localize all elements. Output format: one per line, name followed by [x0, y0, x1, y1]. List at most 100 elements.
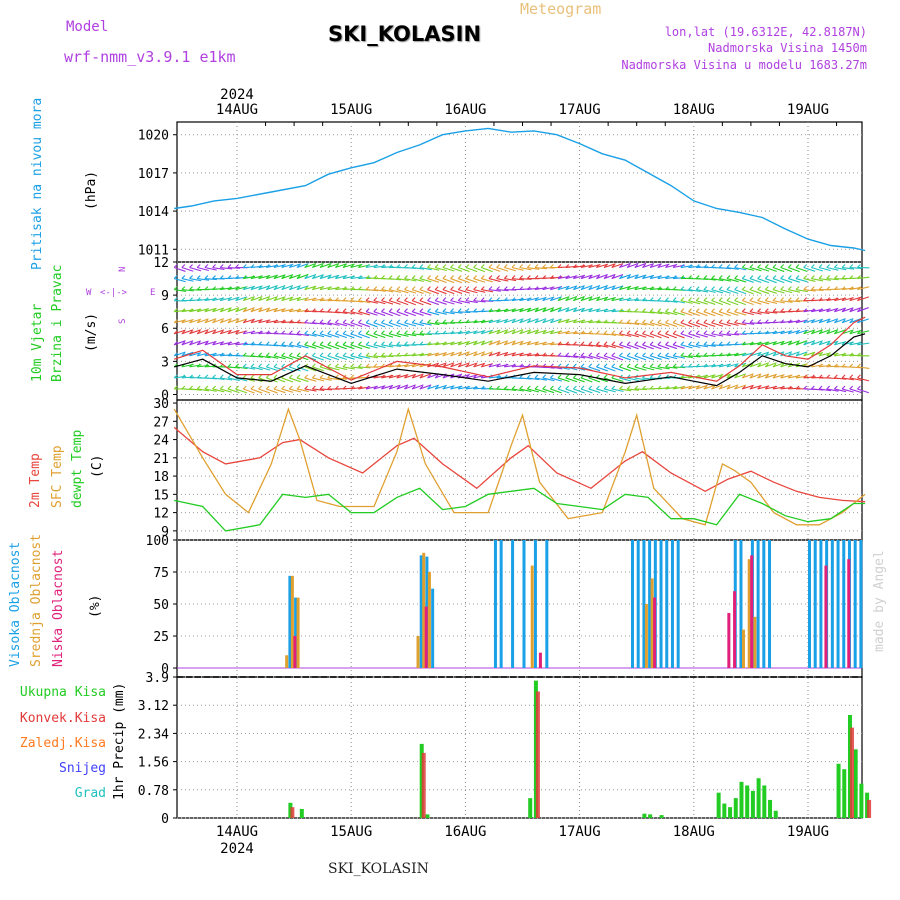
wind-arrow-head	[212, 308, 216, 313]
wind-arrow	[235, 342, 248, 346]
wind-arrow	[757, 331, 770, 335]
wind-arrow-head	[849, 352, 854, 357]
precip-bar	[762, 785, 767, 818]
wind-arrow	[719, 353, 732, 357]
wind-arrow-head	[219, 341, 224, 346]
wind-arrow	[335, 322, 348, 327]
wind-arrow	[611, 333, 624, 337]
wind-arrow-head	[227, 275, 232, 279]
precip-bar	[842, 769, 847, 818]
wind-arrow-head	[711, 363, 715, 368]
wind-arrow-head	[304, 341, 309, 346]
wind-arrow-head	[304, 308, 309, 313]
wind-arrow	[335, 355, 347, 361]
wind-arrow-head	[189, 297, 193, 302]
wind-arrow-head	[442, 286, 447, 290]
wind-arrow	[181, 266, 194, 272]
wind-arrow	[273, 388, 286, 394]
wind-arrow-head	[250, 330, 255, 335]
wind-arrow-head	[319, 297, 324, 302]
wind-arrow	[181, 289, 194, 292]
wind-arrow-head	[665, 264, 669, 268]
wind-arrow-head	[381, 297, 385, 302]
wind-arrow	[596, 296, 609, 302]
wind-arrow-head	[227, 374, 232, 379]
wind-arrow	[665, 333, 677, 339]
wind-arrow-head	[473, 264, 477, 268]
wind-arrow-head	[358, 319, 362, 324]
wind-arrow	[626, 333, 639, 338]
wind-arrow-head	[749, 363, 754, 368]
wind-arrow-head	[465, 341, 470, 346]
wind-arrow-head	[542, 275, 547, 279]
wind-arrow-head	[688, 352, 692, 357]
wind-arrow	[511, 388, 524, 392]
wind-arrows-group	[173, 262, 870, 394]
cloud-bar	[499, 540, 503, 669]
wind-arrow	[634, 377, 647, 381]
wind-arrow-head	[549, 330, 554, 335]
wind-arrow	[711, 373, 724, 379]
wind-arrow-head	[642, 286, 646, 290]
wind-arrow-head	[189, 374, 193, 379]
wind-arrow-head	[296, 363, 301, 368]
wind-arrow	[450, 351, 463, 357]
wind-arrow	[719, 322, 731, 327]
wind-arrow	[197, 298, 210, 302]
wind-arrow	[365, 300, 378, 304]
precip-bar	[733, 798, 738, 818]
wind-arrow-head	[857, 341, 861, 346]
wind-arrow	[765, 311, 778, 314]
temp-line-0	[173, 426, 866, 503]
wind-arrow	[657, 344, 670, 350]
wind-arrow-head	[741, 308, 746, 313]
wind-arrow	[342, 311, 355, 315]
wind-arrow	[857, 342, 870, 346]
legend-precip-snow: Snijeg	[59, 761, 106, 776]
wind-arrow	[665, 355, 678, 360]
wind-arrow-head	[580, 275, 585, 279]
wind-arrow	[481, 351, 493, 357]
wind-arrow-head	[526, 352, 531, 357]
wind-arrow-head	[803, 264, 808, 268]
wind-arrow	[350, 311, 363, 316]
wind-arrow-head	[442, 308, 447, 313]
cloud-bar	[670, 540, 674, 669]
wind-arrow-head	[304, 264, 309, 268]
wind-arrow	[650, 366, 663, 370]
wind-arrow	[304, 388, 317, 392]
wind-arrow-head	[457, 330, 462, 335]
wind-arrow-head	[726, 275, 731, 279]
precip-bar	[859, 783, 864, 818]
wind-arrow-head	[626, 297, 631, 302]
wind-arrow-head	[857, 286, 861, 290]
wind-arrow	[504, 278, 517, 282]
wind-arrow	[557, 307, 570, 313]
wind-arrow-head	[189, 330, 193, 335]
wind-arrow-head	[680, 341, 685, 346]
wind-arrow-head	[603, 341, 608, 346]
wind-arrow-head	[634, 363, 639, 368]
wind-arrow	[749, 385, 762, 390]
wind-arrow	[573, 388, 585, 394]
wind-arrow-head	[181, 385, 186, 390]
wind-arrow-head	[242, 363, 247, 368]
wind-arrow-head	[296, 330, 301, 335]
wind-arrow-head	[542, 385, 547, 390]
wind-arrow-head	[757, 363, 762, 368]
wind-arrow	[220, 329, 232, 335]
wind-arrow	[611, 285, 624, 291]
wind-arrow-head	[810, 286, 815, 290]
wind-arrow	[258, 285, 271, 291]
wind-arrow-head	[327, 385, 332, 390]
wind-arrow	[557, 388, 570, 394]
wind-arrow-head	[488, 297, 493, 302]
wind-arrow	[342, 366, 355, 370]
wind-arrow	[626, 377, 639, 382]
wind-arrow-head	[611, 286, 616, 290]
wind-arrow	[281, 296, 294, 302]
wind-arrow-head	[657, 319, 662, 324]
wind-arrow	[427, 289, 439, 295]
wind-arrow-head	[787, 374, 792, 379]
wind-arrow-head	[496, 363, 501, 368]
